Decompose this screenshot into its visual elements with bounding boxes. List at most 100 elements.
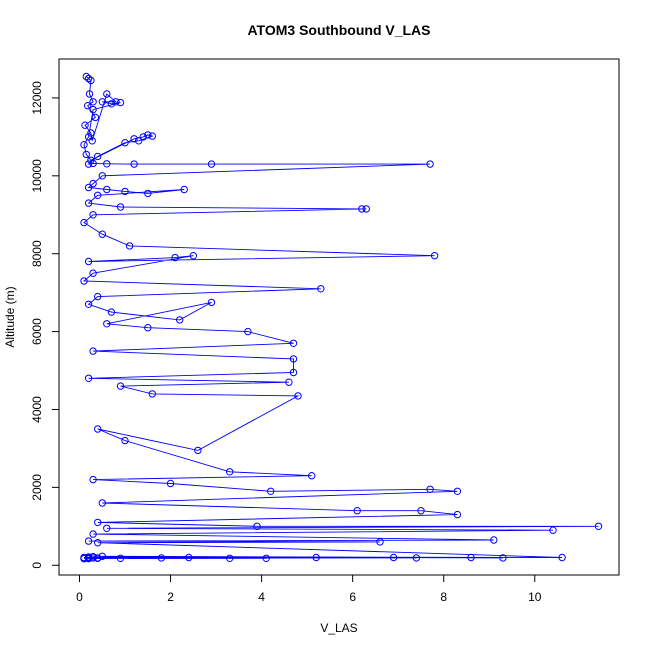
- data-point: [412, 554, 421, 562]
- data-point: [207, 298, 216, 307]
- data-point: [84, 199, 93, 207]
- x-axis-label: V_LAS: [320, 621, 357, 635]
- data-point: [103, 524, 111, 532]
- data-point: [107, 308, 116, 316]
- data-point: [285, 378, 293, 386]
- data-point: [426, 160, 434, 168]
- data-point: [185, 553, 193, 562]
- data-point: [89, 179, 97, 188]
- data-point: [94, 292, 102, 301]
- y-tick-label: 6000: [30, 318, 44, 345]
- data-point: [157, 554, 166, 562]
- data-point: [376, 538, 384, 546]
- data-point: [194, 446, 202, 455]
- data-point: [103, 90, 111, 98]
- data-point: [94, 518, 102, 527]
- data-point: [82, 150, 91, 159]
- data-point: [148, 390, 157, 398]
- data-point: [89, 211, 97, 219]
- data-point: [94, 425, 102, 433]
- data-point: [594, 522, 603, 530]
- y-tick-label: 10000: [30, 159, 44, 193]
- data-point: [87, 129, 95, 137]
- x-tick-label: 8: [440, 590, 447, 604]
- data-point: [121, 139, 129, 147]
- data-point: [89, 475, 97, 484]
- data-point: [549, 526, 557, 534]
- data-point: [84, 537, 93, 545]
- data-point: [226, 554, 234, 562]
- data-point: [289, 368, 298, 377]
- data-point: [312, 553, 320, 562]
- data-point: [389, 553, 398, 562]
- data-point: [98, 98, 107, 106]
- data-point: [94, 152, 102, 161]
- data-point: [453, 487, 462, 495]
- y-tick-label: 12000: [30, 81, 44, 115]
- data-point: [362, 205, 370, 213]
- data-point: [121, 187, 129, 196]
- data-point: [89, 554, 97, 562]
- data-point: [94, 554, 102, 562]
- data-point: [289, 355, 298, 363]
- data-point: [94, 191, 102, 200]
- data-point: [116, 554, 125, 562]
- data-point: [289, 339, 298, 347]
- data-point: [135, 137, 143, 145]
- data-point: [144, 131, 152, 139]
- data-point: [226, 468, 234, 476]
- data-point: [84, 554, 93, 562]
- data-point: [98, 172, 107, 180]
- data-point: [180, 185, 188, 194]
- data-point: [81, 121, 89, 129]
- data-point: [244, 327, 252, 336]
- data-point: [426, 485, 434, 493]
- data-point: [98, 499, 107, 507]
- data-point: [84, 160, 93, 168]
- data-point: [467, 553, 475, 562]
- data-point: [89, 105, 97, 114]
- data-point: [89, 530, 97, 538]
- data-point: [84, 133, 93, 141]
- data-point: [89, 159, 97, 168]
- data-point: [85, 90, 94, 98]
- data-point: [84, 74, 93, 83]
- data-point: [430, 252, 439, 260]
- data-point: [262, 554, 270, 562]
- data-point: [89, 347, 97, 355]
- data-point: [171, 253, 179, 262]
- data-point: [353, 507, 361, 515]
- data-point: [417, 507, 425, 515]
- data-point: [148, 132, 157, 140]
- data-point: [84, 257, 93, 266]
- data-point: [499, 554, 507, 562]
- data-point: [89, 269, 97, 277]
- x-tick-label: 6: [349, 590, 356, 604]
- data-point: [121, 436, 129, 445]
- data-point: [103, 185, 111, 194]
- data-point: [176, 316, 184, 324]
- data-point: [207, 160, 216, 168]
- data-point: [112, 98, 120, 106]
- data-point: [558, 553, 566, 562]
- data-point: [358, 205, 366, 213]
- data-point: [116, 98, 125, 107]
- data-point: [98, 230, 107, 238]
- data-point: [87, 76, 95, 85]
- x-tick-label: 10: [528, 590, 542, 604]
- y-tick-label: 0: [30, 562, 44, 569]
- x-tick-label: 4: [258, 590, 265, 604]
- series-group: [80, 72, 603, 563]
- y-axis-label: Altitude (m): [3, 286, 17, 347]
- data-point: [267, 487, 275, 495]
- data-point: [453, 510, 462, 519]
- data-point: [166, 479, 175, 488]
- series-line: [82, 76, 599, 560]
- y-tick-label: 4000: [30, 396, 44, 423]
- data-point: [94, 539, 102, 547]
- data-point: [490, 536, 498, 544]
- data-point: [253, 522, 261, 530]
- data-point: [130, 160, 138, 168]
- chart-title: ATOM3 Southbound V_LAS: [247, 22, 430, 38]
- data-point: [144, 324, 152, 332]
